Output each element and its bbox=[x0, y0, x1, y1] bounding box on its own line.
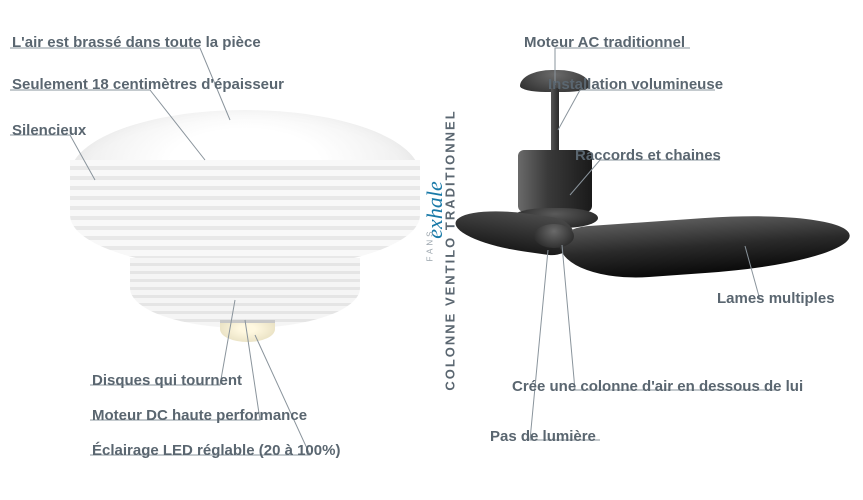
label-air-column: Crée une colonne d'air en dessous de lui bbox=[512, 378, 803, 395]
label-multiple-blades: Lames multiples bbox=[717, 290, 835, 307]
fan-led-light bbox=[220, 320, 275, 342]
fan-disc-rim bbox=[70, 160, 420, 270]
label-ac-motor: Moteur AC traditionnel bbox=[524, 34, 685, 51]
label-silent: Silencieux bbox=[12, 122, 86, 139]
fan-blade-front bbox=[558, 208, 851, 283]
label-led-lighting: Éclairage LED réglable (20 à 100%) bbox=[92, 442, 340, 459]
comparison-divider-title: COLONNE VENTILO TRADITIONNEL bbox=[443, 109, 458, 390]
fan-downrod bbox=[551, 88, 559, 153]
exhale-fan-illustration bbox=[70, 110, 420, 290]
brand-logo-sub: FANS bbox=[426, 229, 435, 262]
label-fittings-chains: Raccords et chaines bbox=[575, 147, 721, 164]
label-no-light: Pas de lumière bbox=[490, 428, 596, 445]
label-thickness: Seulement 18 centimètres d'épaisseur bbox=[12, 76, 284, 93]
label-spinning-discs: Disques qui tournent bbox=[92, 372, 242, 389]
label-bulky-install: Installation volumineuse bbox=[548, 76, 723, 93]
traditional-fan-illustration bbox=[470, 70, 850, 350]
label-air-circulation: L'air est brassé dans toute la pièce bbox=[12, 34, 261, 51]
fan-blade-hub bbox=[534, 224, 574, 248]
label-dc-motor: Moteur DC haute performance bbox=[92, 407, 307, 424]
fan-disc-under bbox=[130, 258, 360, 328]
